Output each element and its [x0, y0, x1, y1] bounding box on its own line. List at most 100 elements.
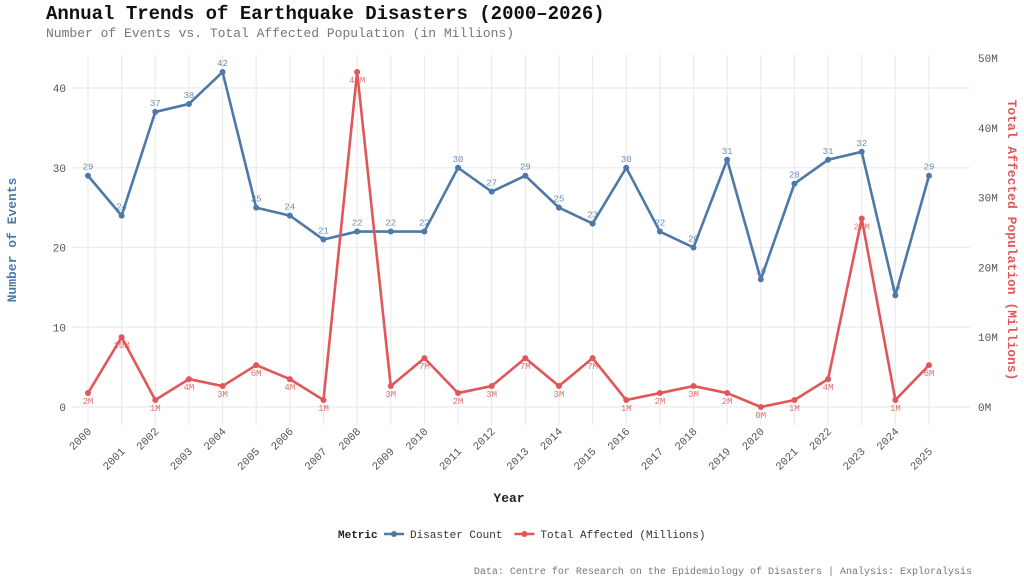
data-point	[791, 397, 798, 404]
data-label: 3M	[385, 390, 396, 400]
x-tick-label: 2002	[135, 426, 162, 453]
data-point	[724, 156, 731, 163]
series-line-affected	[86, 70, 930, 409]
data-label: 4M	[284, 383, 295, 393]
data-point	[892, 397, 899, 404]
data-point	[286, 212, 293, 219]
y-tick-label: 30	[53, 164, 66, 176]
x-tick-label: 2022	[808, 426, 835, 453]
x-tick-label: 2001	[101, 446, 128, 473]
data-label: 1M	[789, 404, 800, 414]
data-label: 27M	[854, 223, 870, 233]
data-label: 31	[722, 147, 733, 157]
data-label: 24	[284, 203, 295, 213]
data-point	[455, 390, 462, 397]
data-point	[253, 362, 260, 369]
data-label: 29	[924, 163, 935, 173]
data-point	[858, 215, 865, 222]
data-point	[320, 236, 327, 243]
data-label: 7M	[419, 362, 430, 372]
data-point	[354, 228, 361, 235]
y2-tick-label: 20M	[978, 263, 998, 275]
data-label: 23	[587, 211, 598, 221]
x-tick-label: 2009	[370, 446, 397, 473]
data-label: 24	[116, 203, 127, 213]
x-tick-label: 2024	[875, 426, 902, 453]
legend-key-point	[391, 531, 397, 537]
data-label: 21	[318, 227, 329, 237]
data-point	[555, 383, 562, 390]
data-label: 6M	[924, 369, 935, 379]
x-tick-label: 2007	[303, 446, 330, 473]
data-point	[488, 383, 495, 390]
data-point	[152, 108, 159, 115]
x-tick-label: 2006	[270, 426, 297, 453]
y2-tick-label: 50M	[978, 54, 998, 66]
x-tick-label: 2008	[337, 426, 364, 453]
data-point	[656, 228, 663, 235]
data-label: 3M	[554, 390, 565, 400]
x-tick-label: 2004	[202, 426, 229, 453]
data-point	[690, 383, 697, 390]
data-label: 10M	[114, 341, 130, 351]
data-label: 2M	[83, 397, 94, 407]
data-label: 1M	[318, 404, 329, 414]
data-point	[219, 69, 226, 76]
data-label: 1M	[890, 404, 901, 414]
y-axis-title: Number of Events	[5, 177, 20, 302]
data-label: 7M	[520, 362, 531, 372]
data-label: 16	[755, 266, 766, 276]
data-label: 42	[217, 59, 228, 69]
data-label: 48M	[349, 76, 365, 86]
data-label: 28	[789, 171, 800, 181]
y2-tick-label: 40M	[978, 124, 998, 136]
x-tick-label: 2014	[539, 426, 566, 453]
data-point	[724, 390, 731, 397]
data-label: 2M	[453, 397, 464, 407]
x-tick-label: 2013	[505, 446, 532, 473]
data-label: 4M	[184, 383, 195, 393]
data-label: 22	[352, 219, 363, 229]
data-label: 25	[251, 195, 262, 205]
data-label: 22	[654, 219, 665, 229]
x-tick-label: 2015	[572, 446, 599, 473]
data-point	[825, 376, 832, 383]
x-tick-label: 2000	[68, 426, 95, 453]
data-point	[152, 397, 159, 404]
data-label: 30	[453, 155, 464, 165]
series-line-count	[87, 70, 931, 297]
data-point	[118, 212, 125, 219]
data-point	[320, 397, 327, 404]
data-label: 1M	[150, 404, 161, 414]
data-point	[623, 164, 630, 171]
chart-subtitle: Number of Events vs. Total Affected Popu…	[46, 26, 515, 41]
data-point	[387, 228, 394, 235]
y-tick-label: 40	[53, 84, 66, 96]
data-label: 25	[554, 195, 565, 205]
chart-title: Annual Trends of Earthquake Disasters (2…	[46, 3, 605, 25]
data-label: 1M	[621, 404, 632, 414]
data-point	[757, 404, 764, 410]
data-label: 22	[385, 219, 396, 229]
data-point	[219, 383, 226, 390]
data-label: 37	[150, 99, 161, 109]
data-point	[522, 355, 529, 362]
data-point	[690, 244, 697, 251]
y2-tick-label: 10M	[978, 333, 998, 345]
data-label: 14	[890, 282, 901, 292]
y-tick-label: 0	[59, 403, 66, 415]
data-point	[455, 164, 462, 171]
x-tick-label: 2025	[909, 446, 936, 473]
x-tick-label: 2021	[774, 446, 801, 473]
data-label: 38	[184, 91, 195, 101]
data-label: 3M	[688, 390, 699, 400]
data-point	[286, 376, 293, 383]
data-point	[892, 292, 899, 299]
data-point	[623, 397, 630, 404]
x-tick-label: 2003	[169, 446, 196, 473]
data-point	[85, 390, 91, 397]
x-tick-label: 2011	[438, 446, 465, 473]
data-point	[354, 68, 361, 75]
x-tick-label: 2019	[707, 446, 734, 473]
